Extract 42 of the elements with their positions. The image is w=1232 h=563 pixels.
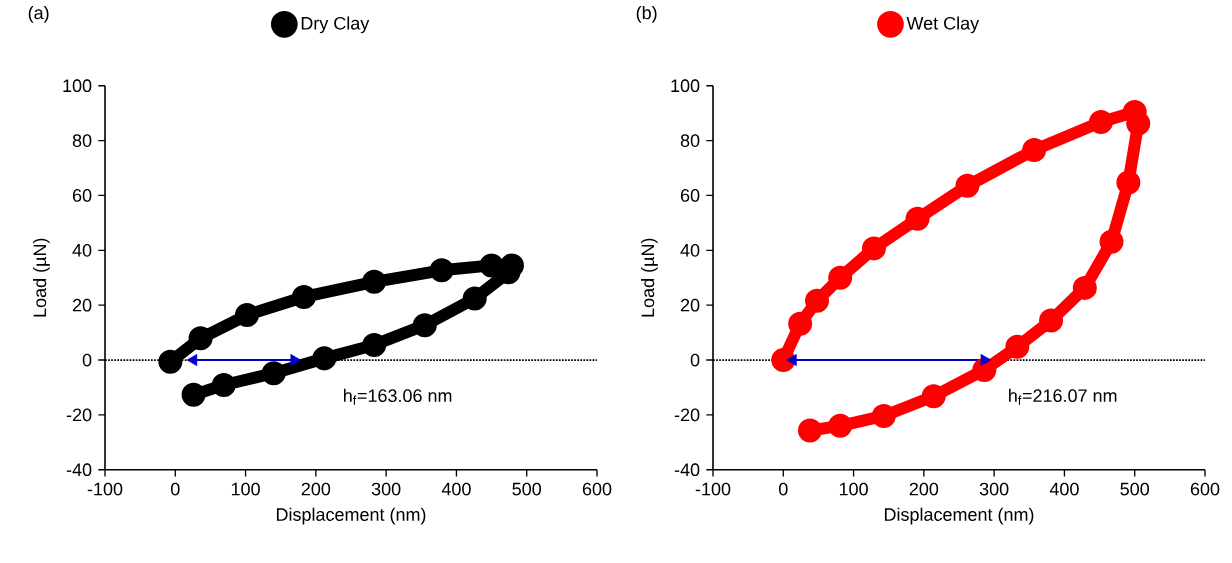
- x-tick-label: 600: [1190, 482, 1220, 496]
- x-tick-label: 500: [512, 482, 542, 496]
- x-tick-label: 300: [979, 482, 1009, 496]
- y-tick-label: 60: [72, 189, 92, 202]
- y-tick-label: 80: [680, 134, 700, 148]
- y-tick-label: 20: [680, 298, 700, 312]
- x-tick-label: 300: [371, 482, 401, 496]
- y-tick-label: 80: [72, 134, 92, 148]
- y-tick-label: -40: [66, 463, 92, 477]
- y-tick-label: -20: [66, 408, 92, 422]
- x-tick-label: 100: [231, 482, 260, 496]
- x-tick-label: 600: [582, 482, 612, 496]
- x-tick-label: 0: [171, 482, 180, 496]
- y-axis-title: Load (µN): [32, 238, 50, 317]
- x-tick-label: 0: [778, 482, 788, 496]
- annotation: h$_{f}$=216.07 nm: [1009, 388, 1117, 405]
- y-tick-label: 60: [680, 189, 700, 202]
- y-tick-label: 100: [63, 79, 92, 93]
- x-tick-label: 100: [839, 482, 868, 496]
- y-axis-title: Load (µN): [640, 238, 658, 317]
- chart-title: (a): [28, 6, 49, 23]
- annotation: h$_{f}$=163.06 nm: [344, 388, 452, 405]
- y-tick-label: -40: [674, 463, 700, 477]
- y-tick-label: 100: [671, 79, 700, 93]
- y-tick-label: 40: [680, 244, 700, 257]
- x-axis-title: Displacement (nm): [276, 507, 426, 525]
- x-tick-label: -100: [695, 482, 731, 496]
- x-tick-label: 500: [1120, 482, 1150, 496]
- x-tick-label: 400: [1049, 482, 1079, 496]
- y-tick-label: 20: [72, 298, 92, 312]
- legend-label: Wet Clay: [906, 16, 980, 34]
- legend-label: Dry Clay: [301, 16, 370, 34]
- x-tick-label: -100: [87, 482, 123, 496]
- y-tick-label: 40: [72, 244, 92, 257]
- x-tick-label: 200: [909, 482, 939, 496]
- y-tick-label: 0: [690, 353, 700, 367]
- x-tick-label: 200: [301, 482, 331, 496]
- y-tick-label: -20: [674, 408, 700, 422]
- chart-title: (b): [636, 6, 657, 23]
- y-tick-label: 0: [82, 353, 92, 367]
- x-tick-label: 400: [441, 482, 471, 496]
- x-axis-title: Displacement (nm): [884, 507, 1034, 525]
